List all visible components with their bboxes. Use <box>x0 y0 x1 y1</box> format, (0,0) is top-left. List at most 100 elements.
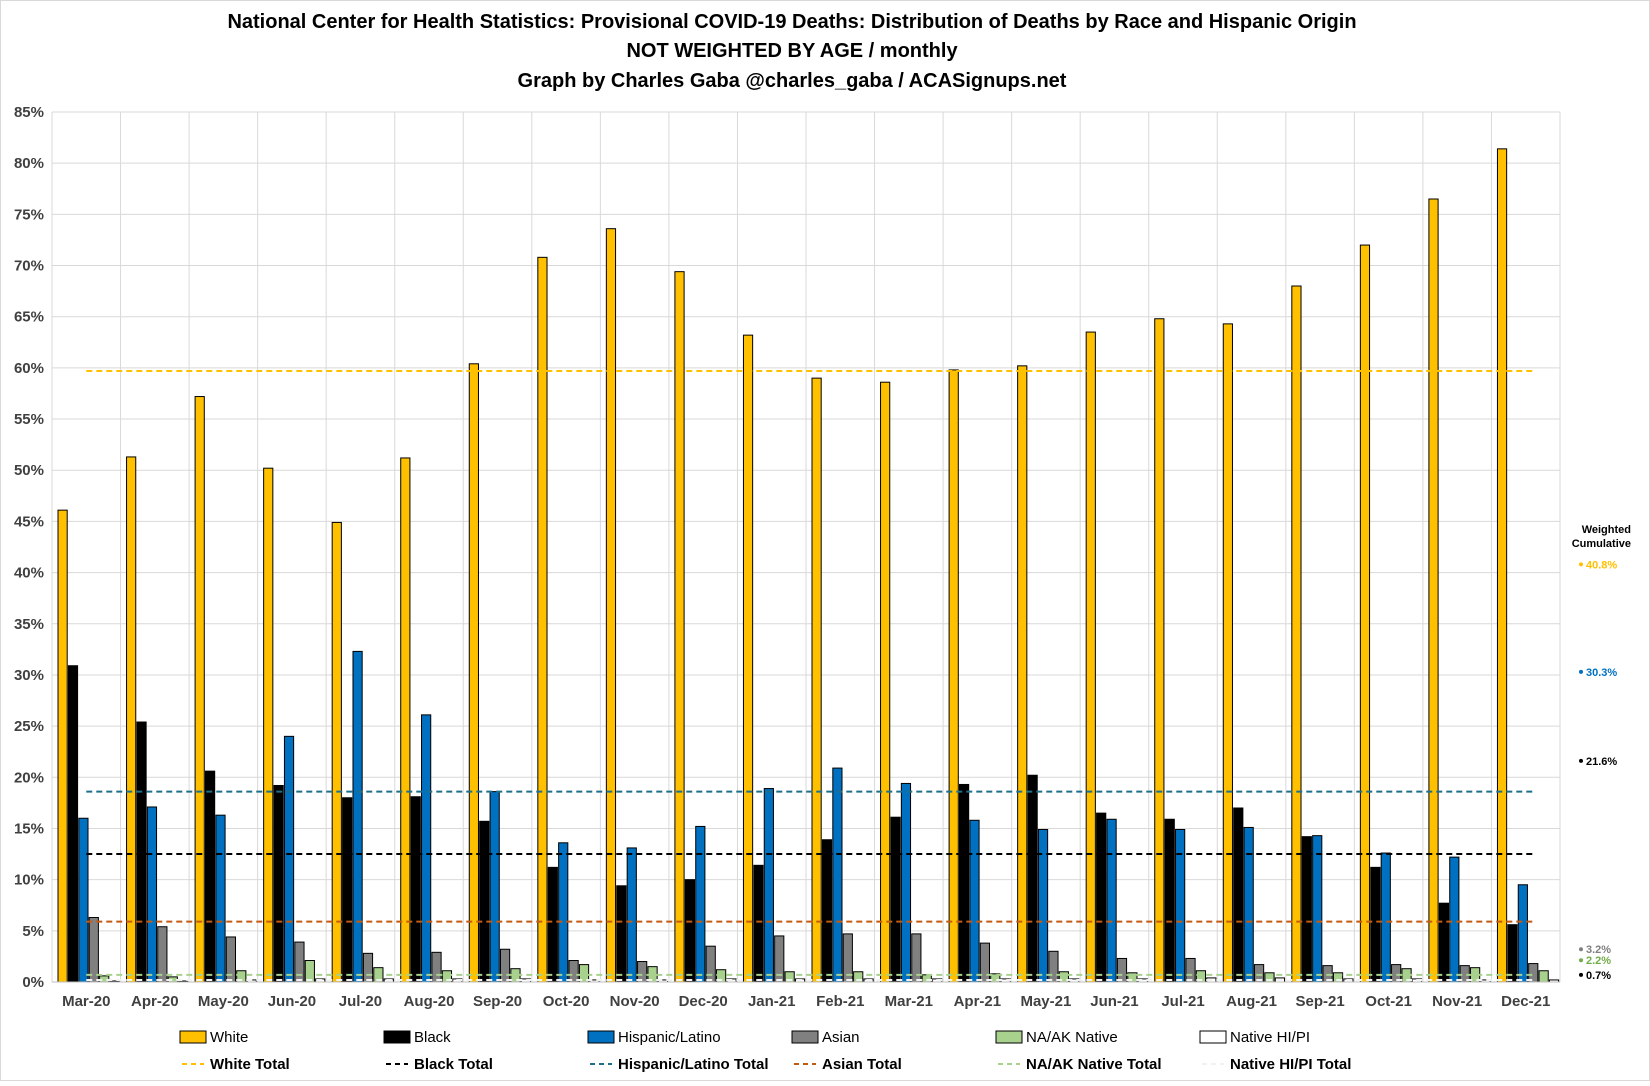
x-tick-label: Apr-21 <box>954 993 1002 1010</box>
bar-black-aug-20 <box>410 796 421 983</box>
bar-na-ak-native-jun-20 <box>304 960 315 983</box>
bar-black-apr-21 <box>958 783 970 983</box>
bar-white-jun-20 <box>263 467 274 983</box>
x-tick-label: Mar-20 <box>62 993 110 1010</box>
bar-hispanic-latino-may-21 <box>1037 828 1049 983</box>
bar-asian-oct-20 <box>568 960 579 983</box>
y-tick-label: 20% <box>14 769 44 786</box>
legend-swatch-na-ak-native <box>995 1030 1023 1044</box>
legend-label-asian-total: Asian Total <box>822 1056 902 1073</box>
bar-white-nov-20 <box>605 228 617 983</box>
y-tick-label: 50% <box>14 462 44 479</box>
chart-title-line-3: Graph by Charles Gaba @charles_gaba / AC… <box>518 70 1067 92</box>
legend-label-white: White <box>210 1029 248 1046</box>
bar-white-sep-20 <box>468 363 479 983</box>
legend-label-na-ak-native: NA/AK Native <box>1026 1029 1118 1046</box>
bar-hispanic-latino-may-20 <box>215 814 226 983</box>
side-value-dot <box>1579 669 1583 674</box>
bar-black-jul-21 <box>1164 818 1175 983</box>
bar-hispanic-latino-jul-21 <box>1175 828 1186 983</box>
bar-asian-sep-20 <box>499 948 511 983</box>
y-tick-label: 5% <box>22 923 44 940</box>
bar-hispanic-latino-mar-20 <box>78 817 89 983</box>
y-tick-label: 75% <box>14 206 44 223</box>
legend-swatch-black <box>383 1030 411 1044</box>
bar-black-aug-21 <box>1233 807 1244 983</box>
legend-label-na-ak-native-total: NA/AK Native Total <box>1026 1056 1162 1073</box>
legend-label-native-hi-pi-total: Native HI/PI Total <box>1230 1056 1351 1073</box>
y-tick-label: 60% <box>14 360 44 377</box>
bar-white-jan-21 <box>742 334 754 983</box>
bar-asian-may-21 <box>1048 950 1059 983</box>
x-tick-label: Jun-20 <box>268 993 316 1010</box>
bar-hispanic-latino-apr-21 <box>969 819 980 983</box>
bar-white-sep-21 <box>1291 285 1302 983</box>
bar-black-sep-21 <box>1301 836 1312 983</box>
total-lines <box>86 369 1534 981</box>
bar-black-nov-21 <box>1438 902 1450 983</box>
legend-swatch-native-hi-pi <box>1199 1030 1227 1044</box>
x-tick-label: Sep-20 <box>473 993 522 1010</box>
bar-black-nov-20 <box>616 885 627 983</box>
y-tick-label: 65% <box>14 309 44 326</box>
legend-swatch-white <box>179 1030 207 1044</box>
bar-white-mar-20 <box>57 509 68 983</box>
bar-black-dec-20 <box>684 879 696 983</box>
weighted-cumulative-annotation: Weighted Cumulative 40.8% 30.3% 21.6% 3.2%2.2… <box>1572 524 1631 982</box>
side-value-dot <box>1579 947 1583 952</box>
bar-white-dec-20 <box>674 271 685 983</box>
bar-white-jul-21 <box>1154 318 1165 983</box>
bar-asian-apr-20 <box>157 926 168 983</box>
side-heading-line: Weighted <box>1582 524 1631 536</box>
bar-asian-nov-20 <box>637 961 648 983</box>
bar-white-mar-21 <box>880 381 891 983</box>
side-value-label: 40.8% <box>1586 559 1617 571</box>
bar-asian-jun-20 <box>294 941 305 983</box>
bar-black-mar-21 <box>890 816 901 983</box>
bar-asian-apr-21 <box>979 942 990 983</box>
bar-hispanic-latino-aug-20 <box>421 714 432 983</box>
bar-asian-aug-20 <box>431 951 442 983</box>
y-tick-label: 35% <box>14 616 44 633</box>
legend-label-black: Black <box>414 1029 451 1046</box>
bar-white-feb-21 <box>811 377 822 983</box>
bar-white-nov-21 <box>1428 198 1439 983</box>
x-tick-label: Dec-21 <box>1501 993 1550 1010</box>
legend-label-hispanic-latino: Hispanic/Latino <box>618 1029 721 1046</box>
side-heading-line: Cumulative <box>1572 538 1631 550</box>
bar-hispanic-latino-jul-20 <box>352 650 363 983</box>
bar-white-dec-21 <box>1496 148 1508 983</box>
x-tick-label: Aug-20 <box>404 993 455 1010</box>
legend-label-hispanic-latino-total: Hispanic/Latino Total <box>618 1056 769 1073</box>
bar-na-ak-native-mar-20 <box>99 975 110 983</box>
bar-black-sep-20 <box>479 820 490 983</box>
bar-white-apr-21 <box>948 369 959 983</box>
bar-asian-jun-21 <box>1116 957 1128 983</box>
bar-asian-jul-21 <box>1185 957 1196 983</box>
bar-hispanic-latino-dec-21 <box>1517 884 1528 983</box>
legend: White Black Hispanic/Latino Asian NA/AK Nati… <box>179 1029 1351 1073</box>
y-tick-label: 85% <box>14 104 44 121</box>
bar-hispanic-latino-jun-20 <box>283 735 295 983</box>
bar-hispanic-latino-sep-21 <box>1312 835 1323 983</box>
bar-hispanic-latino-apr-20 <box>146 806 158 983</box>
x-tick-label: Mar-21 <box>885 993 933 1010</box>
bar-hispanic-latino-jun-21 <box>1106 818 1117 983</box>
side-value-label: 30.3% <box>1586 667 1617 679</box>
bar-black-jun-21 <box>1096 812 1107 983</box>
side-value-dot <box>1579 758 1583 763</box>
bar-black-may-20 <box>204 770 216 983</box>
bar-hispanic-latino-mar-21 <box>900 782 912 983</box>
x-tick-label: Oct-20 <box>543 993 590 1010</box>
bar-black-oct-20 <box>547 866 558 983</box>
bar-black-dec-21 <box>1507 924 1518 983</box>
bar-black-oct-21 <box>1370 866 1381 983</box>
chart-title: National Center for Health Statistics: P… <box>227 11 1356 92</box>
side-value-dot <box>1579 958 1583 963</box>
legend-label-native-hi-pi: Native HI/PI <box>1230 1029 1310 1046</box>
side-value-dot <box>1579 972 1583 977</box>
side-value-label: 3.2% <box>1586 944 1611 956</box>
legend-label-black-total: Black Total <box>414 1056 493 1073</box>
bar-black-may-21 <box>1027 774 1038 983</box>
